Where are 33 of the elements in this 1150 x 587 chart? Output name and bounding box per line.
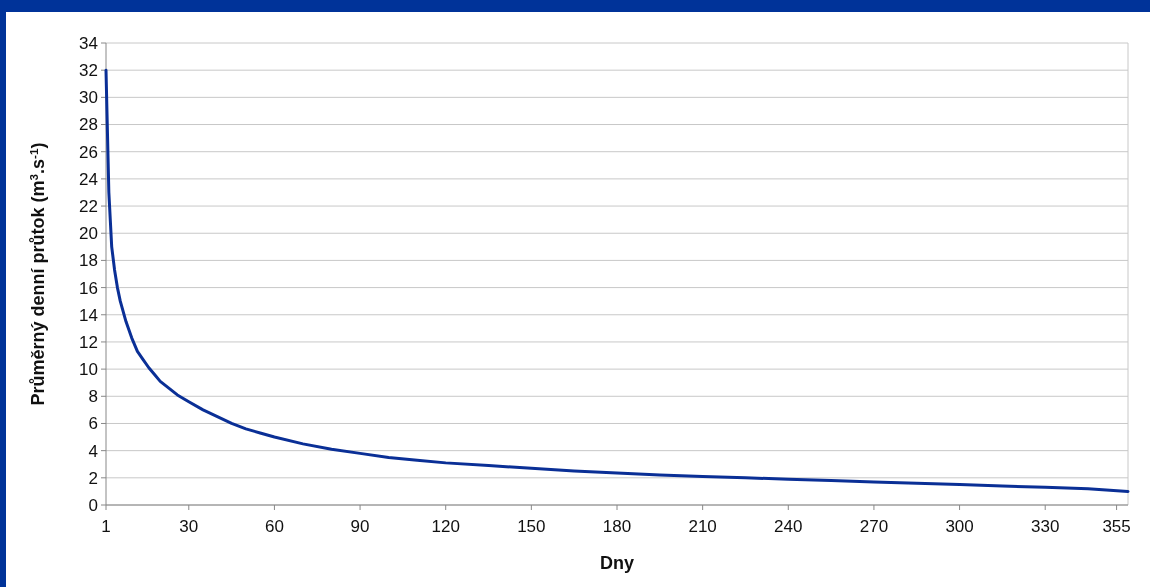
y-tick-label: 6: [88, 414, 98, 434]
y-tick-label: 32: [79, 61, 98, 81]
y-tick-label: 8: [88, 387, 98, 407]
y-tick-label: 24: [79, 169, 98, 189]
y-tick-label: 22: [79, 197, 98, 217]
x-tick-label: 330: [1031, 517, 1060, 536]
y-tick-label: 34: [79, 33, 98, 53]
y-tick-label: 10: [79, 360, 98, 380]
x-tick-label: 240: [774, 517, 803, 536]
x-axis-title: Dny: [599, 553, 635, 573]
x-tick-label: 120: [431, 517, 460, 536]
y-tick-label: 26: [79, 142, 98, 162]
y-tick-label: 20: [79, 224, 98, 244]
y-tick-label: 0: [88, 495, 98, 515]
y-tick-label: 2: [88, 468, 98, 488]
x-tick-label: 180: [602, 517, 632, 536]
y-tick-label: 4: [88, 441, 98, 461]
y-tick-label: 12: [79, 332, 98, 352]
x-tick-label: 210: [688, 517, 717, 536]
x-tick-label: 30: [179, 517, 199, 536]
x-tick-label: 300: [945, 517, 974, 536]
x-tick-label: 270: [859, 517, 889, 536]
y-tick-label: 14: [79, 305, 98, 325]
x-tick-label: 60: [264, 517, 284, 536]
y-tick-label: 16: [79, 278, 98, 298]
y-tick-label: 28: [79, 115, 98, 135]
y-tick-label: 30: [79, 88, 98, 108]
y-tick-label: 18: [79, 251, 98, 271]
x-tick-label: 90: [350, 517, 370, 536]
line-series: [104, 68, 1130, 493]
x-tick-label: 1: [101, 517, 111, 536]
x-tick-label: 150: [517, 517, 546, 536]
x-tick-label: 355: [1102, 517, 1131, 536]
